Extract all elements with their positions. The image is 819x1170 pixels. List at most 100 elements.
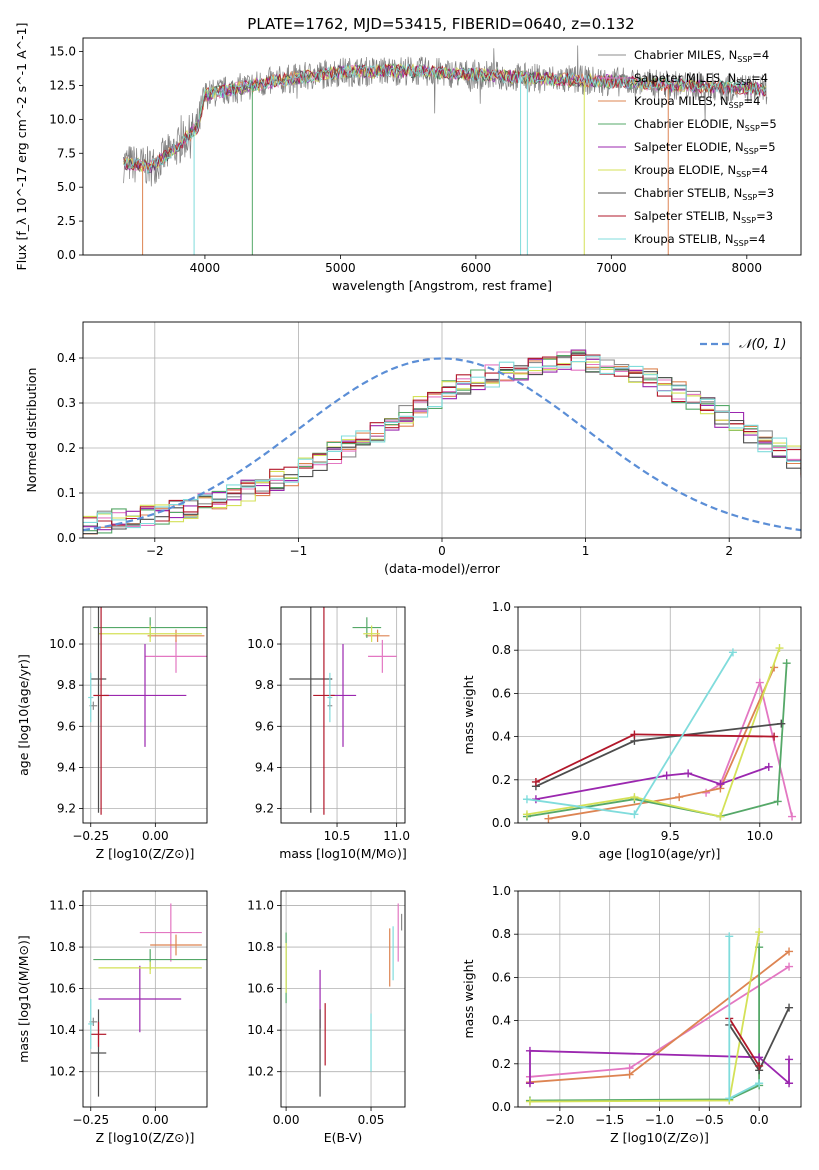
legend-label: Salpeter MILES, NSSP=4 xyxy=(634,71,768,87)
y-tick-label: 2.5 xyxy=(57,214,76,228)
mass-weight-vs-age-marks xyxy=(522,644,797,823)
legend-n: =4 xyxy=(749,232,766,246)
age-vs-Z-marks xyxy=(88,607,207,815)
x-tick-label: 6000 xyxy=(461,261,492,275)
x-tick-label: 0 xyxy=(438,544,446,558)
weight-line xyxy=(529,947,760,1102)
x-tick-label: −1 xyxy=(290,544,308,558)
y-tick-label: 9.4 xyxy=(57,760,76,774)
x-tick-label: 0.00 xyxy=(142,1113,169,1127)
legend-name: Kroupa MILES, N xyxy=(634,94,729,108)
weight-marker xyxy=(716,780,725,789)
age-vs-mass-panel: 10.5 11.0 9.2 9.4 9.6 9.8 10.0 mass [log10(M/M⊙… xyxy=(247,606,410,861)
mass-vs-Z-panel: −0.25 0.00 10.2 10.4 10.6 10.8 11.0 Z [log10(Z/… xyxy=(16,890,208,1145)
weight-marker xyxy=(662,771,671,780)
x-axis-label: wavelength [Angstrom, rest frame] xyxy=(332,278,552,293)
legend-n: =5 xyxy=(759,140,776,154)
x-axis-label: Z [log10(Z/Z⊙)] xyxy=(610,1130,709,1145)
weight-marker xyxy=(531,777,540,786)
residuals-panel: −2 −1 0 1 2 0.0 0.1 0.2 0.3 0.4 (data-model)/error… xyxy=(24,321,802,576)
y-tick-label: 10.4 xyxy=(49,1023,76,1037)
weight-marker xyxy=(630,810,639,819)
weight-marker xyxy=(522,795,531,804)
x-tick-label: −2 xyxy=(146,544,164,558)
y-tick-label: 10.6 xyxy=(247,982,274,996)
legend-name: Salpeter STELIB, N xyxy=(634,209,741,223)
axes-frame xyxy=(82,321,802,539)
weight-line xyxy=(548,667,775,820)
x-tick-label: −2.0 xyxy=(545,1113,574,1127)
y-tick-label: 0.0 xyxy=(57,531,76,545)
y-tick-label: 10.2 xyxy=(49,1065,76,1079)
legend-label: Chabrier STELIB, NSSP=3 xyxy=(634,186,774,202)
legend-n: =3 xyxy=(756,209,773,223)
legend-sub: SSP xyxy=(734,239,749,248)
weight-marker xyxy=(775,644,784,653)
x-tick-label: 9.5 xyxy=(661,829,680,843)
x-tick-label: −0.5 xyxy=(695,1113,724,1127)
y-tick-label: 9.2 xyxy=(57,802,76,816)
weight-marker xyxy=(716,812,725,821)
x-axis-label: E(B-V) xyxy=(324,1130,363,1145)
x-tick-label: 9.0 xyxy=(571,829,590,843)
x-tick-label: −0.25 xyxy=(72,829,109,843)
model-line xyxy=(123,63,767,173)
weight-marker xyxy=(525,1079,534,1088)
weight-marker xyxy=(725,1094,734,1103)
axes-frame xyxy=(82,890,208,1108)
legend-label: Salpeter STELIB, NSSP=3 xyxy=(634,209,773,225)
y-tick-label: 0.2 xyxy=(492,773,511,787)
y-tick-label: 10.0 xyxy=(49,637,76,651)
legend-name: Chabrier MILES, N xyxy=(634,48,737,62)
y-tick-label: 10.8 xyxy=(49,940,76,954)
weight-line xyxy=(728,1017,760,1067)
weight-marker xyxy=(725,932,734,941)
weight-marker xyxy=(785,962,794,971)
x-tick-label: 5000 xyxy=(325,261,356,275)
weight-marker xyxy=(630,793,639,802)
y-tick-label: 0.6 xyxy=(492,686,511,700)
y-tick-label: 12.5 xyxy=(49,78,76,92)
histogram-step xyxy=(83,355,801,529)
y-axis-label: mass weight xyxy=(461,675,476,754)
legend-name: Kroupa STELIB, N xyxy=(634,232,734,246)
histogram-step xyxy=(83,349,801,531)
histogram-step xyxy=(83,352,801,528)
weight-marker xyxy=(755,1079,764,1088)
legend-sub: SSP xyxy=(744,147,759,156)
weight-line xyxy=(705,679,793,817)
axes-frame xyxy=(82,37,802,256)
weight-marker xyxy=(764,762,773,771)
mass-vs-Z-marks xyxy=(88,903,207,1097)
y-tick-label: 0.4 xyxy=(492,1014,511,1028)
legend-sub: SSP xyxy=(736,78,751,87)
legend-label: 𝒩(0, 1) xyxy=(739,337,786,352)
x-axis-label: Z [log10(Z/Z⊙)] xyxy=(96,1130,195,1145)
weight-marker xyxy=(625,1070,634,1079)
y-axis-label: age [log10(age/yr)] xyxy=(16,654,31,776)
weight-marker xyxy=(782,659,791,668)
weight-line xyxy=(529,931,760,1103)
legend-n: =4 xyxy=(744,94,761,108)
axes-frame xyxy=(82,606,208,824)
mass-weight-vs-Z-panel: −2.0 −1.5 −1.0 −0.5 0.0 0.0 0.2 0.4 0.6 0.8 1.0 Z [… xyxy=(461,884,802,1145)
y-tick-label: 7.5 xyxy=(57,146,76,160)
weight-marker xyxy=(684,769,693,778)
y-tick-label: 0.3 xyxy=(57,396,76,410)
legend-n: =3 xyxy=(757,186,774,200)
y-tick-label: 15.0 xyxy=(49,45,76,59)
legend-sub: SSP xyxy=(742,193,757,202)
y-tick-label: 5.0 xyxy=(57,180,76,194)
y-tick-label: 9.8 xyxy=(255,678,274,692)
model-line xyxy=(123,63,767,172)
legend-label: Kroupa ELODIE, NSSP=4 xyxy=(634,163,768,179)
histogram-step xyxy=(83,361,801,523)
x-tick-label: −0.25 xyxy=(72,1113,109,1127)
spectrum-marks xyxy=(123,45,768,255)
weight-marker xyxy=(755,678,764,687)
y-tick-label: 0.2 xyxy=(492,1057,511,1071)
x-tick-label: −1.5 xyxy=(595,1113,624,1127)
y-tick-label: 0.4 xyxy=(492,730,511,744)
legend-sub: SSP xyxy=(736,170,751,179)
